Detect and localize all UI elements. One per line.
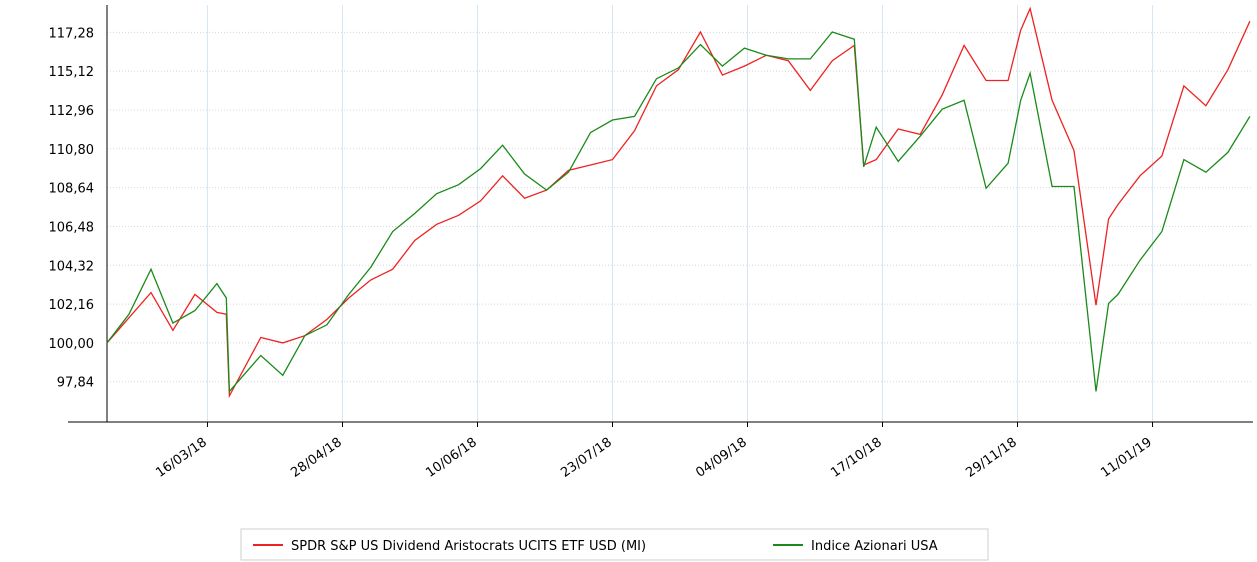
x-tick-label: 04/09/18 xyxy=(693,435,749,481)
series-line xyxy=(106,31,1251,394)
y-tick-label: 117,28 xyxy=(49,26,95,41)
x-tick-label: 11/01/19 xyxy=(1098,435,1154,481)
legend-label: Indice Azionari USA xyxy=(811,539,938,554)
y-tick-label: 104,32 xyxy=(49,259,95,274)
x-tick-label: 16/03/18 xyxy=(153,435,209,481)
y-tick-label: 115,12 xyxy=(49,65,95,80)
y-tick-label: 102,16 xyxy=(49,298,95,313)
x-tick-label: 29/11/18 xyxy=(963,435,1019,481)
y-tick-label: 112,96 xyxy=(49,104,95,119)
y-tick-label: 108,64 xyxy=(49,182,95,197)
y-tick-label: 106,48 xyxy=(49,220,95,235)
y-tick-label: 100,00 xyxy=(49,337,95,352)
series-line xyxy=(106,6,1251,399)
x-tick-label: 10/06/18 xyxy=(423,435,479,481)
x-tick-label: 17/10/18 xyxy=(828,435,884,481)
y-tick-label: 97,84 xyxy=(57,376,94,391)
x-tick-label: 23/07/18 xyxy=(558,435,614,481)
legend-label: SPDR S&P US Dividend Aristocrats UCITS E… xyxy=(291,539,646,554)
x-tick-label: 28/04/18 xyxy=(288,435,344,481)
legend-box xyxy=(240,528,989,561)
y-tick-label: 110,80 xyxy=(49,143,95,158)
